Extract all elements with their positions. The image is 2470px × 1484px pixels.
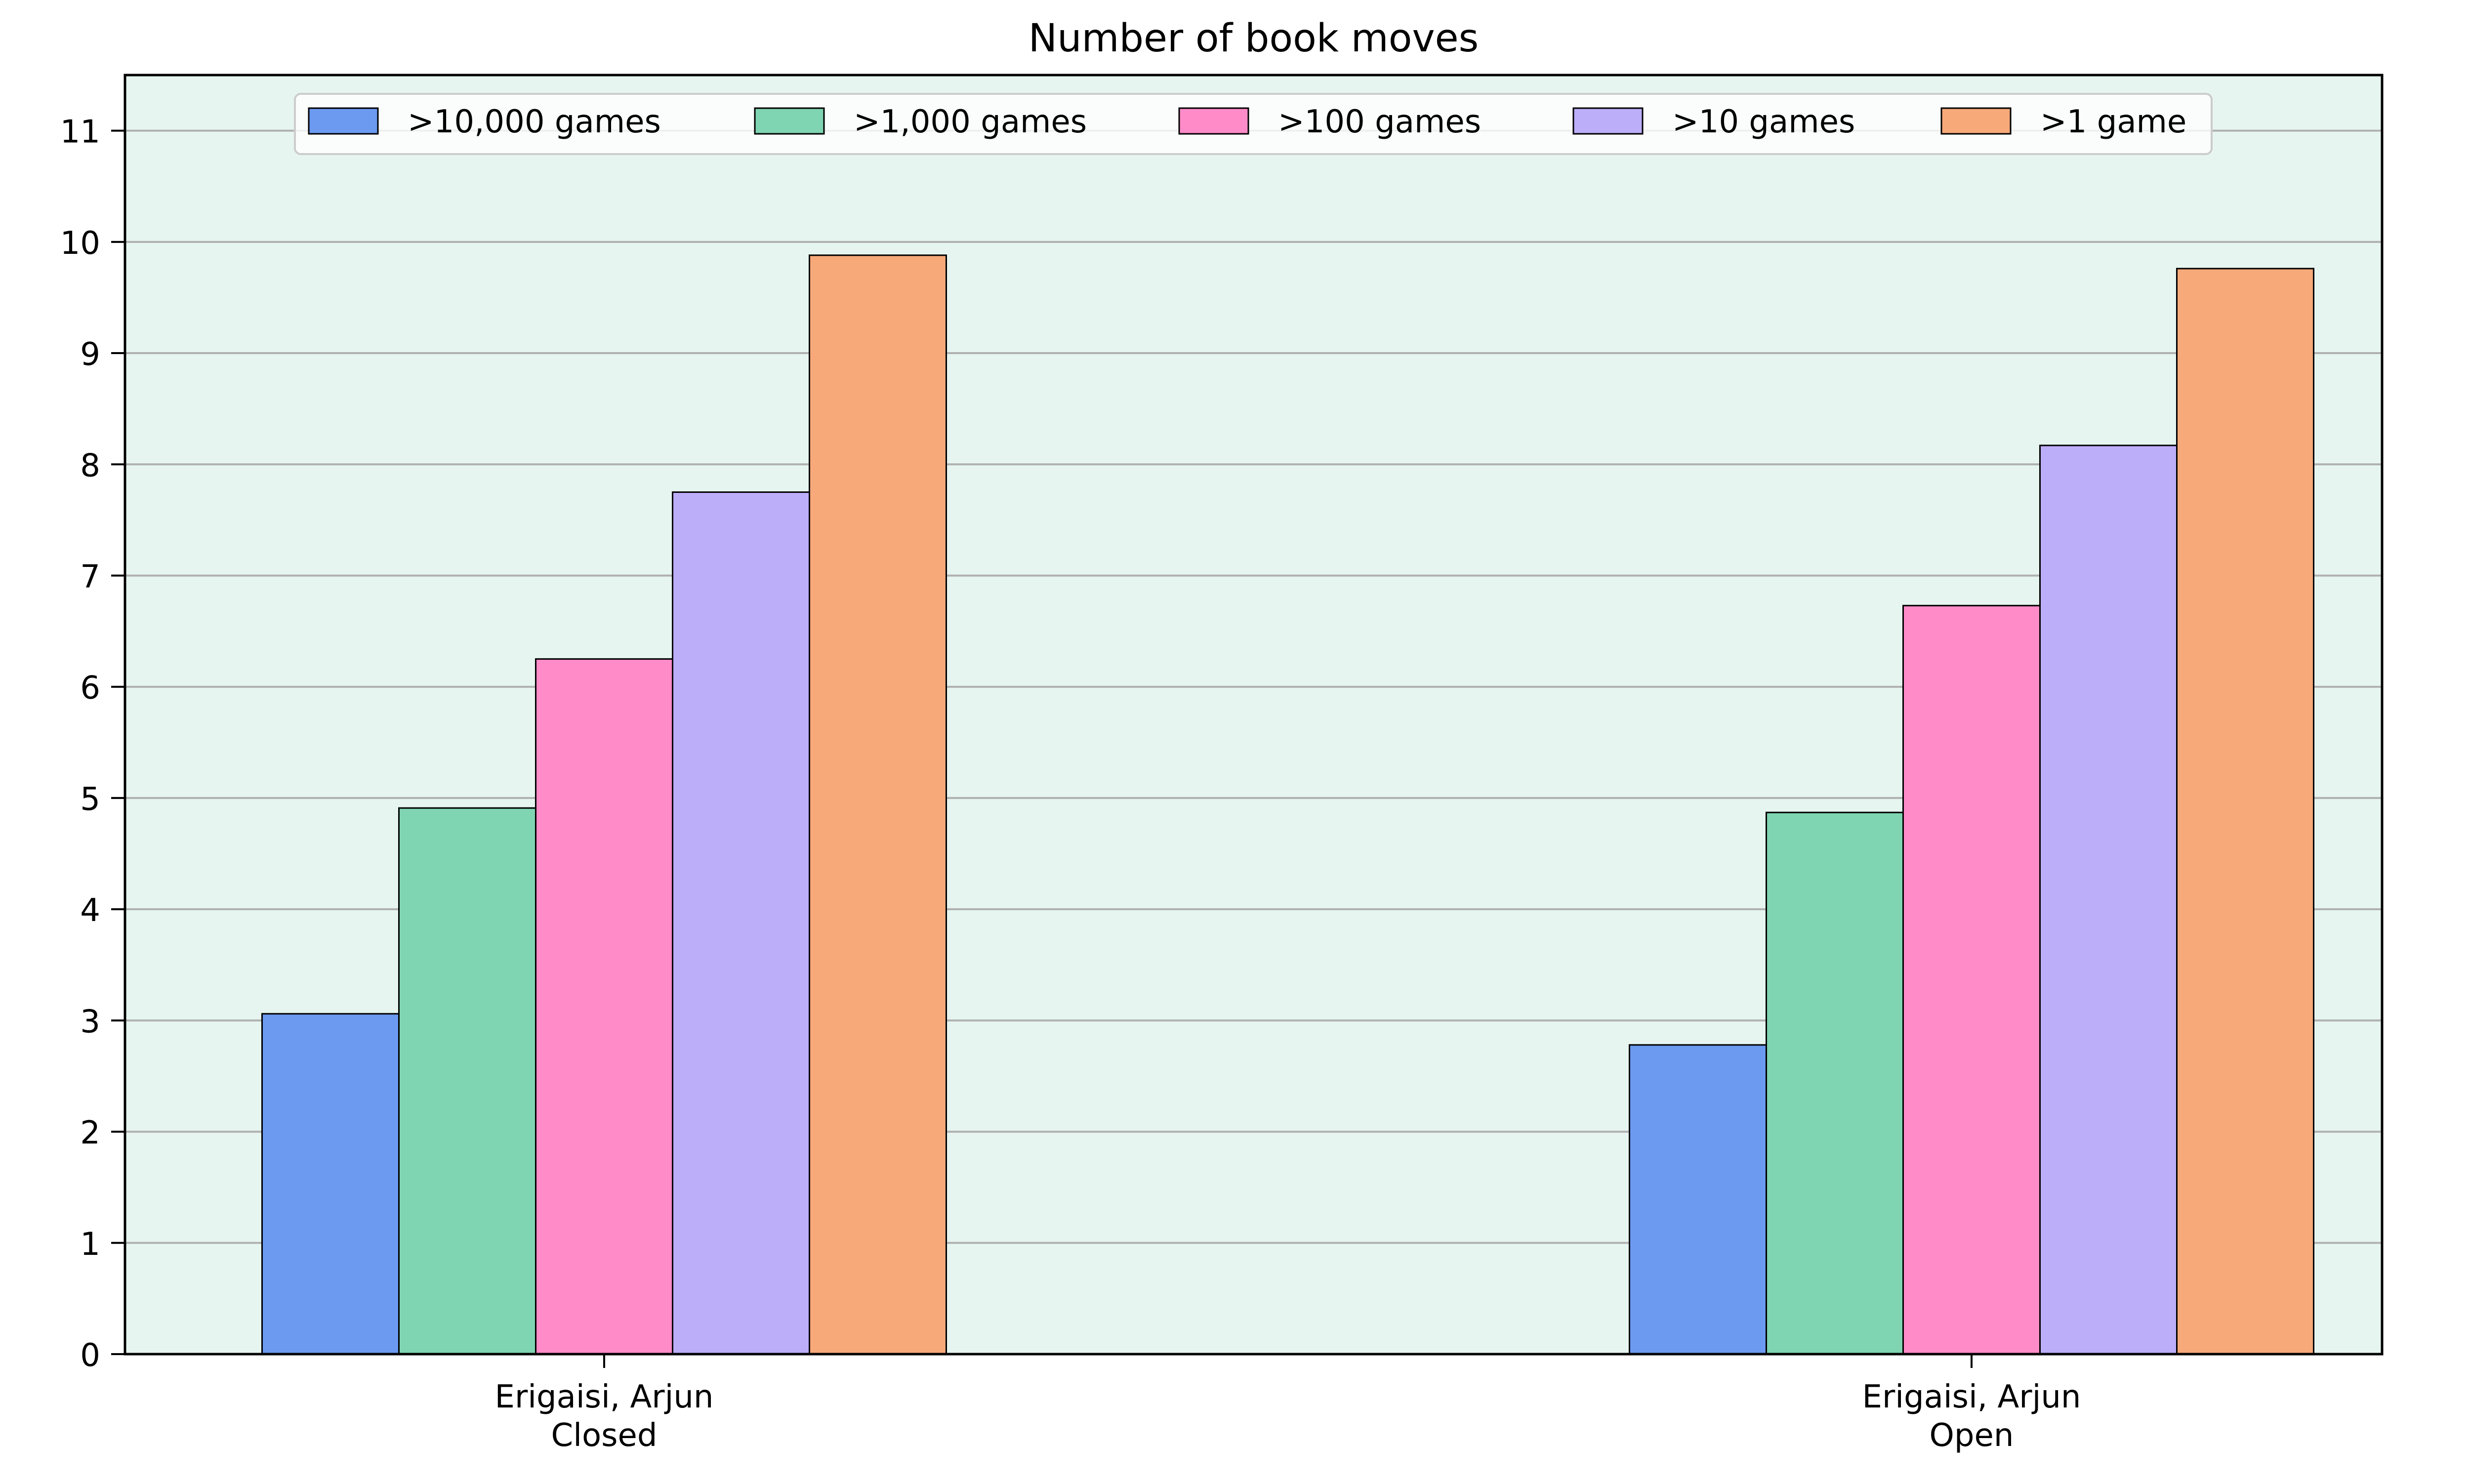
y-tick-label-2: 2 bbox=[80, 1115, 100, 1152]
y-tick-label-6: 6 bbox=[80, 670, 100, 707]
bar-1-category-1 bbox=[261, 1013, 400, 1355]
bar-1-category-2 bbox=[1629, 1044, 1767, 1355]
y-tick-label-4: 4 bbox=[80, 892, 100, 929]
y-tick-label-0: 0 bbox=[80, 1337, 100, 1374]
y-tick-label-9: 9 bbox=[80, 336, 100, 373]
y-tick-label-10: 10 bbox=[60, 225, 100, 262]
legend-swatch-2 bbox=[754, 107, 825, 135]
legend-swatch-3 bbox=[1178, 107, 1249, 135]
plot-frame bbox=[124, 74, 2384, 1356]
legend-label-1: >10,000 games bbox=[408, 104, 661, 140]
x-tick-label-2-line-1: Erigaisi, Arjun bbox=[1862, 1379, 2081, 1415]
y-tick-label-11: 11 bbox=[60, 114, 100, 151]
x-tick-label-1-line-2: Closed bbox=[551, 1417, 658, 1454]
y-tick-label-7: 7 bbox=[80, 559, 100, 595]
legend-swatch-4 bbox=[1572, 107, 1644, 135]
y-tick-label-3: 3 bbox=[80, 1003, 100, 1040]
y-tick-label-5: 5 bbox=[80, 781, 100, 818]
legend-label-2: >1,000 games bbox=[854, 104, 1087, 140]
x-tick-label-1-line-1: Erigaisi, Arjun bbox=[495, 1379, 714, 1415]
x-tick-label-2-line-2: Open bbox=[1930, 1417, 2014, 1454]
bar-2-category-1 bbox=[398, 807, 536, 1355]
y-tick-label-8: 8 bbox=[80, 447, 100, 484]
bar-5-category-2 bbox=[2176, 268, 2314, 1355]
bar-4-category-1 bbox=[672, 491, 810, 1355]
chart-title: Number of book moves bbox=[1029, 16, 1479, 61]
legend-label-4: >10 games bbox=[1672, 104, 1855, 140]
legend-label-5: >1 game bbox=[2040, 104, 2186, 140]
bar-4-category-2 bbox=[2039, 444, 2178, 1355]
bar-5-category-1 bbox=[809, 254, 947, 1355]
legend-swatch-1 bbox=[308, 107, 379, 135]
legend-label-3: >100 games bbox=[1278, 104, 1481, 140]
bar-3-category-1 bbox=[535, 658, 673, 1355]
y-tick-label-1: 1 bbox=[80, 1226, 100, 1263]
legend-swatch-5 bbox=[1940, 107, 2012, 135]
bar-3-category-2 bbox=[1902, 604, 2041, 1355]
bar-2-category-2 bbox=[1766, 811, 1904, 1355]
